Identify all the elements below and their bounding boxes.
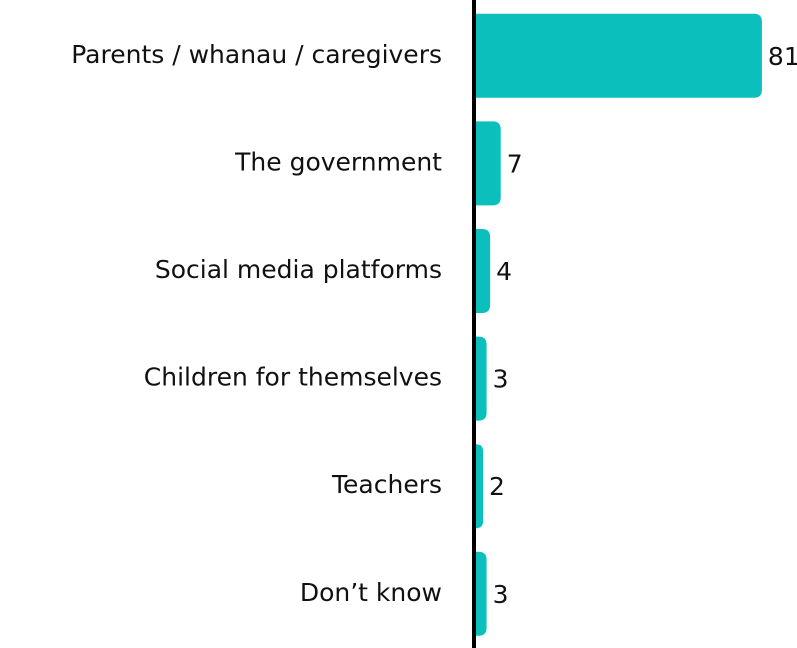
bar [476,229,491,313]
value-label: 4 [496,257,512,286]
bar [476,336,487,421]
value-label: 3 [493,580,509,609]
category-label: Teachers [331,470,442,499]
category-label: Social media platforms [155,255,442,284]
value-label: 7 [507,149,523,178]
value-label: 3 [493,365,509,394]
bar [476,551,487,636]
bar [476,121,501,206]
category-label: The government [234,147,442,176]
category-label: Children for themselves [144,363,442,392]
category-label: Don’t know [300,578,442,607]
value-label: 81 [768,42,797,71]
value-label: 2 [489,472,505,501]
bar [476,13,762,98]
category-label: Parents / whanau / caregivers [71,40,442,69]
bar [476,444,484,529]
